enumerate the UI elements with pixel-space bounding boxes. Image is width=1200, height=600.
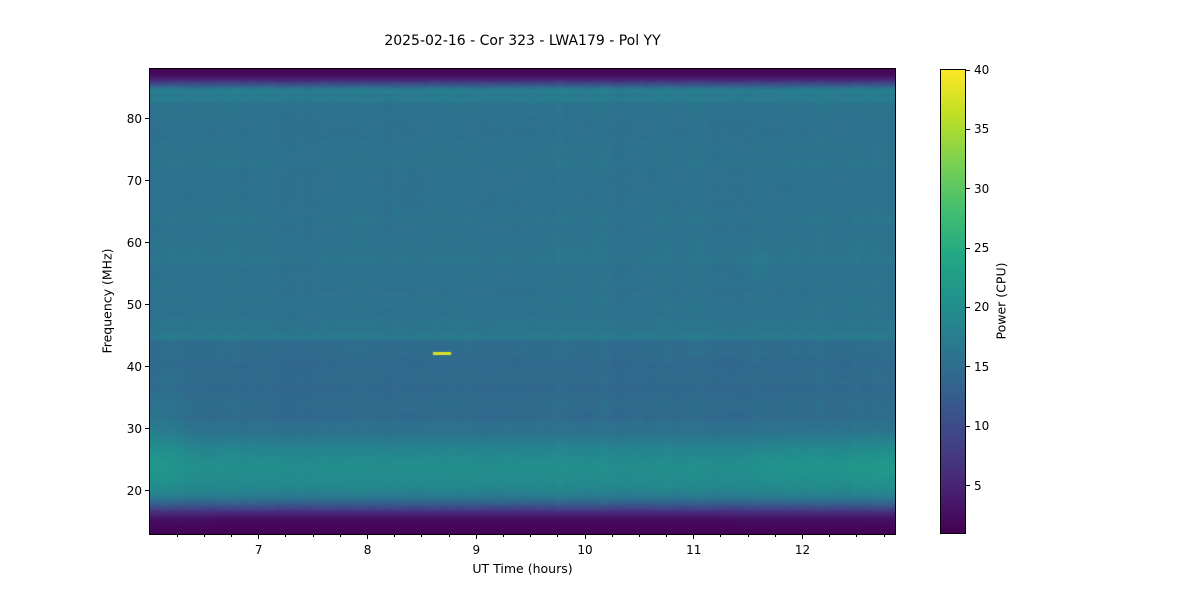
x-minor-tick xyxy=(829,535,831,537)
x-major-tick xyxy=(258,535,260,539)
colorbar-tick xyxy=(966,247,970,249)
y-major-tick xyxy=(145,490,149,492)
colorbar-tick-label: 5 xyxy=(974,478,982,493)
y-major-tick xyxy=(145,180,149,182)
colorbar-tick xyxy=(966,69,970,71)
x-minor-tick xyxy=(312,535,314,537)
x-minor-tick xyxy=(666,535,668,537)
x-minor-tick xyxy=(339,535,341,537)
y-major-tick xyxy=(145,304,149,306)
y-major-tick xyxy=(145,428,149,430)
colorbar-tick-label: 35 xyxy=(974,122,990,137)
y-major-tick xyxy=(145,242,149,244)
spectrogram-heatmap xyxy=(150,69,895,534)
colorbar-tick xyxy=(966,188,970,190)
colorbar-tick-label: 40 xyxy=(974,63,990,77)
y-major-tick xyxy=(145,366,149,368)
colorbar-tick xyxy=(966,485,970,486)
colorbar-tick xyxy=(966,366,970,368)
x-minor-tick xyxy=(557,535,559,537)
x-major-tick xyxy=(475,535,477,539)
y-tick-label: 70 xyxy=(126,173,142,188)
x-major-tick xyxy=(802,535,804,539)
colorbar-gradient xyxy=(941,70,965,533)
chart-title: 2025-02-16 - Cor 323 - LWA179 - Pol YY xyxy=(384,33,661,49)
x-minor-tick xyxy=(883,535,885,537)
x-minor-tick xyxy=(611,535,613,537)
x-tick-label: 7 xyxy=(254,543,263,557)
y-major-tick xyxy=(145,118,149,120)
y-tick-label: 20 xyxy=(126,483,142,498)
x-minor-tick xyxy=(231,535,233,537)
x-minor-tick xyxy=(502,535,504,537)
colorbar-tick xyxy=(966,425,970,427)
colorbar-tick xyxy=(966,128,970,130)
x-minor-tick xyxy=(285,535,287,537)
x-major-tick xyxy=(367,535,369,539)
y-tick-label: 30 xyxy=(126,421,142,436)
colorbar-tick-label: 30 xyxy=(974,181,990,196)
colorbar-tick-label: 25 xyxy=(974,241,990,256)
x-tick-label: 10 xyxy=(577,543,593,557)
colorbar-tick xyxy=(966,306,970,308)
x-major-tick xyxy=(584,535,586,539)
x-minor-tick xyxy=(176,535,178,537)
x-minor-tick xyxy=(448,535,450,537)
y-tick-label: 50 xyxy=(126,297,142,312)
colorbar xyxy=(940,69,966,534)
colorbar-tick-label: 10 xyxy=(974,419,990,434)
x-minor-tick xyxy=(421,535,423,537)
colorbar-tick-label: 15 xyxy=(974,359,990,374)
x-minor-tick xyxy=(530,535,532,537)
plot-area xyxy=(149,68,896,535)
x-tick-label: 12 xyxy=(794,543,811,557)
x-minor-tick xyxy=(774,535,776,537)
x-minor-tick xyxy=(394,535,396,537)
x-minor-tick xyxy=(638,535,640,537)
y-tick-label: 80 xyxy=(126,111,142,126)
y-tick-label: 40 xyxy=(126,359,142,374)
x-minor-tick xyxy=(856,535,858,537)
y-tick-label: 60 xyxy=(126,235,142,250)
x-tick-label: 8 xyxy=(363,543,372,557)
x-minor-tick xyxy=(203,535,205,537)
x-tick-label: 9 xyxy=(472,543,481,557)
x-axis-label: UT Time (hours) xyxy=(472,561,573,576)
colorbar-tick-label: 20 xyxy=(974,300,990,315)
x-major-tick xyxy=(693,535,695,539)
x-tick-label: 11 xyxy=(686,543,702,557)
x-minor-tick xyxy=(720,535,722,537)
x-minor-tick xyxy=(747,535,749,537)
